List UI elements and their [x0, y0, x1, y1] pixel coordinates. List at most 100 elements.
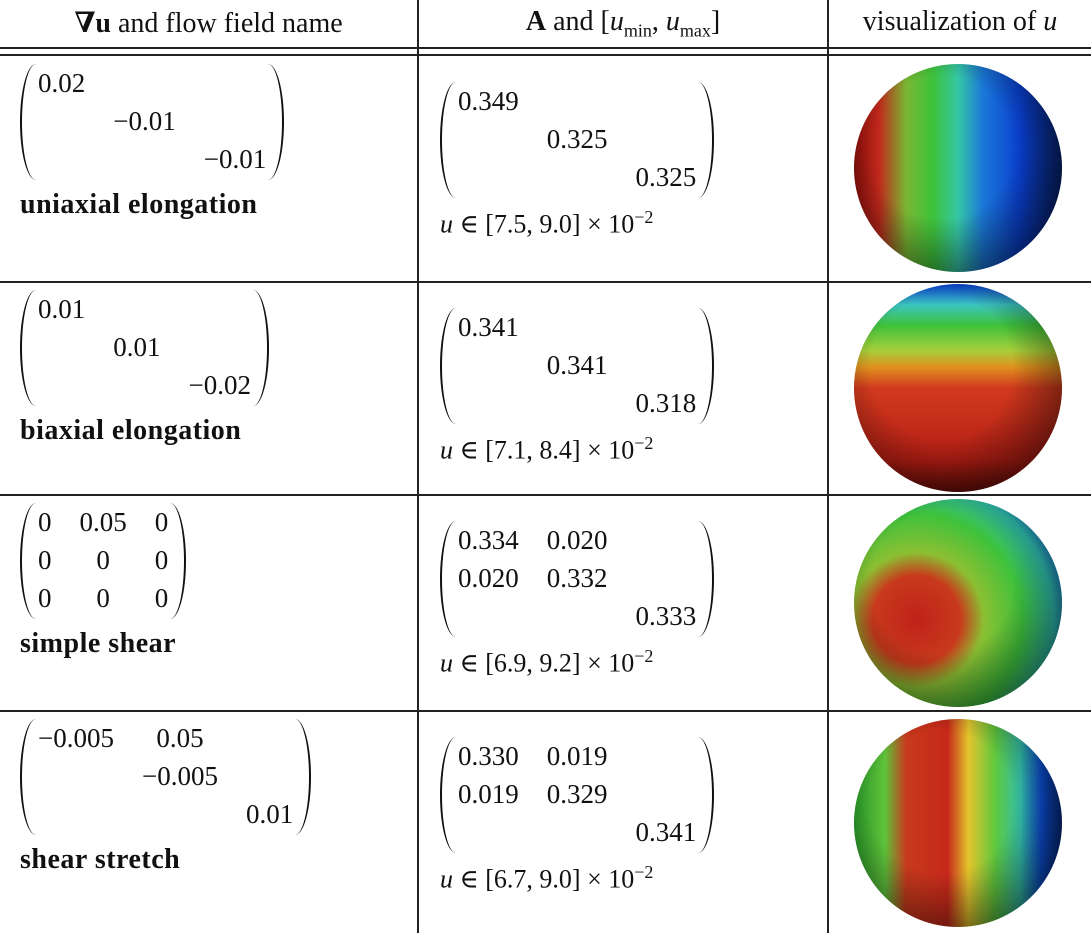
range: u ∈ [7.1, 8.4] × 10−2 [440, 433, 714, 466]
matrix-entry: 0.01 [113, 332, 160, 364]
header-symbol: A [526, 6, 546, 37]
matrix-entry: −0.005 [142, 761, 218, 793]
range-exponent: −2 [634, 646, 653, 666]
range: u ∈ [7.5, 9.0] × 10−2 [440, 207, 714, 240]
range-var: u [440, 649, 453, 678]
matrix-empty [636, 525, 697, 557]
matrix-grid: −0.0050.05−0.0050.01 [36, 719, 295, 835]
matrix-empty [636, 124, 697, 156]
header-text: and flow field name [118, 8, 343, 39]
sphere-visualization [852, 282, 1064, 494]
matrix-empty [458, 162, 519, 194]
range-var: u [440, 436, 453, 465]
matrix-entry: 0.341 [458, 312, 519, 344]
matrix-empty [636, 741, 697, 773]
matrix-empty [38, 106, 85, 138]
matrix-entry: 0.333 [636, 601, 697, 633]
flow-name: biaxial elongation [20, 415, 269, 447]
matrix-entry: 0.329 [547, 779, 608, 811]
header-symbol: ∇u [74, 8, 111, 39]
header-rule [0, 47, 1091, 49]
matrix-empty [458, 817, 519, 849]
row-rule [0, 710, 1091, 712]
matrix-entry: 0 [155, 507, 169, 539]
header-var: u [666, 6, 680, 37]
matrix-entry: 0.318 [636, 388, 697, 420]
matrix-entry: 0.020 [547, 525, 608, 557]
header-text: , [652, 6, 659, 37]
right-paren [295, 719, 311, 835]
matrix-empty [113, 294, 160, 326]
header-cell: visualization of u [829, 6, 1091, 38]
page: {"table": { "header": [ {"symbol": "∇u",… [0, 0, 1091, 933]
matrix-entry: 0 [155, 545, 169, 577]
right-paren [170, 503, 186, 619]
matrix-entry: 0.05 [142, 723, 218, 755]
matrix-empty [204, 106, 266, 138]
matrix-empty [636, 563, 697, 595]
header-rule [0, 54, 1091, 56]
range-exponent: −2 [634, 862, 653, 882]
matrix-empty [547, 312, 608, 344]
matrix-entry: 0.019 [547, 741, 608, 773]
sphere-visualization [852, 62, 1064, 274]
matrix-empty [547, 817, 608, 849]
matrix-entry: 0 [38, 507, 52, 539]
range-exponent: −2 [634, 207, 653, 227]
left-paren [440, 737, 456, 853]
matrix-empty [636, 350, 697, 382]
left-paren [440, 521, 456, 637]
matrix-empty [142, 799, 218, 831]
matrix-entry: 0.05 [80, 507, 127, 539]
range-text: ∈ [7.1, 8.4] × 10 [460, 436, 635, 465]
left-paren [20, 719, 36, 835]
matrix-empty [38, 370, 85, 402]
matrix-empty [547, 388, 608, 420]
matrix-empty [38, 799, 114, 831]
matrix-empty [38, 332, 85, 364]
matrix-empty [246, 761, 293, 793]
right-paren [698, 308, 714, 424]
matrix-empty [113, 370, 160, 402]
matrix-grid: 0.010.01−0.02 [36, 290, 253, 406]
matrix-empty [458, 124, 519, 156]
matrix-entry: 0.02 [38, 68, 85, 100]
matrix-entry: 0.349 [458, 86, 519, 118]
matrix: 0.02−0.01−0.01 [20, 64, 284, 180]
matrix-entry: 0.330 [458, 741, 519, 773]
matrix-entry: −0.01 [204, 144, 266, 176]
left-paren [20, 503, 36, 619]
matrix-empty [458, 601, 519, 633]
left-paren [20, 290, 36, 406]
left-paren [440, 308, 456, 424]
matrix-entry: 0.341 [636, 817, 697, 849]
range-text: ∈ [6.7, 9.0] × 10 [460, 865, 635, 894]
range: u ∈ [6.9, 9.2] × 10−2 [440, 646, 714, 679]
range-var: u [440, 865, 453, 894]
flow-name: simple shear [20, 628, 186, 660]
header-sub: max [680, 21, 711, 41]
row-rule [0, 494, 1091, 496]
flow-name: shear stretch [20, 844, 311, 876]
matrix-entry: 0.334 [458, 525, 519, 557]
matrix-empty [636, 779, 697, 811]
matrix-entry: 0 [155, 583, 169, 615]
matrix-empty [547, 162, 608, 194]
matrix-empty [636, 312, 697, 344]
left-paren [440, 82, 456, 198]
